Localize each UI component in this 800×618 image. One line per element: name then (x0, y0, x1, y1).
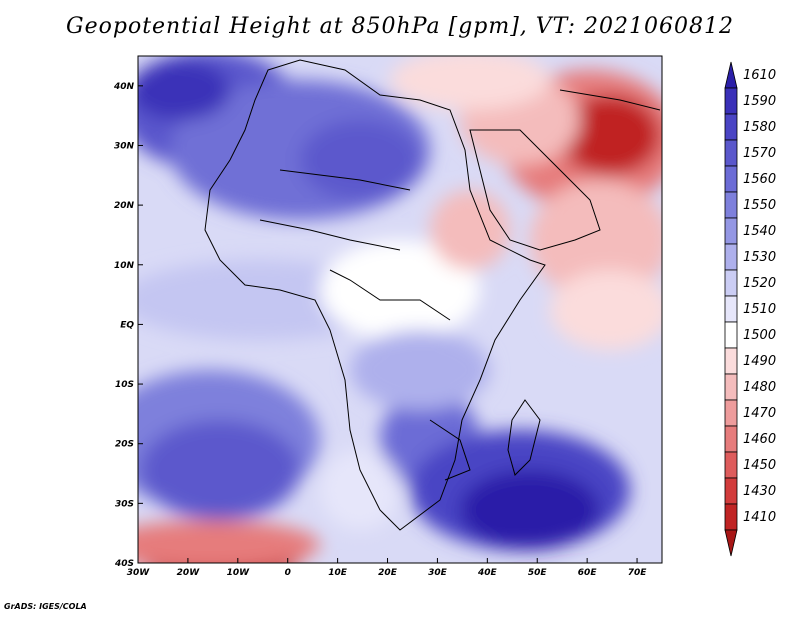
lon-tick-label: 30E (428, 568, 448, 578)
colorbar-label: 1430 (743, 484, 776, 499)
colorbar-swatch (724, 87, 738, 115)
lon-tick-label: 40E (477, 568, 498, 578)
coastlines (204, 59, 661, 531)
lat-tick-label: 10N (114, 261, 135, 271)
colorbar-label: 1570 (743, 146, 776, 161)
colorbar-swatch (724, 113, 738, 141)
lon-tick-label: 20E (378, 568, 398, 578)
lon-tick-label: 50E (528, 568, 548, 578)
colorbar-label: 1460 (743, 432, 776, 447)
colorbar-swatch (724, 295, 738, 323)
colorbar-swatch (724, 373, 738, 401)
colorbar-label: 1590 (743, 94, 776, 109)
lon-tick-label: 30W (127, 568, 151, 578)
colorbar-label: 1540 (743, 224, 776, 239)
colorbar-label: 1450 (743, 458, 776, 473)
colorbar-swatch (724, 529, 738, 557)
colorbar-label: 1580 (743, 120, 776, 135)
colorbar-swatch (724, 347, 738, 375)
lon-tick-label: 10E (328, 568, 348, 578)
lat-tick-label: 40N (113, 82, 135, 92)
colorbar-swatch (724, 503, 738, 531)
colorbar-swatch (724, 321, 738, 349)
lat-tick-label: 30N (114, 141, 135, 151)
colorbar-swatch (724, 269, 738, 297)
colorbar-label: 1520 (743, 276, 776, 291)
height-field (138, 56, 662, 563)
colorbar-swatch (724, 139, 738, 167)
lon-tick-label: 10W (227, 568, 251, 578)
lon-tick-label: 60E (578, 568, 598, 578)
lat-tick-label: 10S (115, 380, 134, 390)
colorbar-swatch (724, 217, 738, 245)
lon-tick-label: 70E (628, 568, 648, 578)
lat-tick-label: 40S (114, 559, 134, 569)
colorbar-label: 1510 (743, 302, 776, 317)
colorbar-swatch (724, 191, 738, 219)
colorbar-label: 1480 (743, 380, 776, 395)
credit-text: GrADS: IGES/COLA (4, 602, 87, 611)
colorbar-swatch (724, 425, 738, 453)
colorbar-label: 1550 (743, 198, 776, 213)
longitude-axis: 30W 20W 10W 0 10E 20E 30E 40E 50E 60E 70E (127, 558, 647, 578)
colorbar-swatch (724, 399, 738, 427)
colorbar-label: 1470 (743, 406, 776, 421)
page-title: Geopotential Height at 850hPa [gpm], VT:… (66, 14, 734, 39)
latitude-axis: 40N 30N 20N 10N EQ 10S 20S 30S 40S (113, 82, 143, 569)
colorbar-swatch (724, 61, 738, 89)
plot-frame (137, 55, 663, 564)
colorbar-swatch (724, 477, 738, 505)
colorbar-label: 1560 (743, 172, 776, 187)
lat-tick-label: EQ (120, 320, 134, 330)
lon-tick-label: 20W (177, 568, 201, 578)
colorbar-swatch (724, 165, 738, 193)
lat-tick-label: 20N (114, 201, 135, 211)
colorbar-label: 1410 (743, 510, 776, 525)
colorbar-swatch (724, 243, 738, 271)
colorbar-label: 1610 (743, 68, 776, 83)
colorbar-swatch (724, 451, 738, 479)
colorbar-label: 1500 (743, 328, 776, 343)
colorbar-label: 1530 (743, 250, 776, 265)
lat-tick-label: 20S (115, 440, 134, 450)
colorbar-label: 1490 (743, 354, 776, 369)
lon-tick-label: 0 (285, 568, 291, 578)
lat-tick-label: 30S (115, 499, 134, 509)
colorbar: 1610 1590 1580 1570 1560 1550 1540 1530 1520 1510… (724, 61, 776, 557)
